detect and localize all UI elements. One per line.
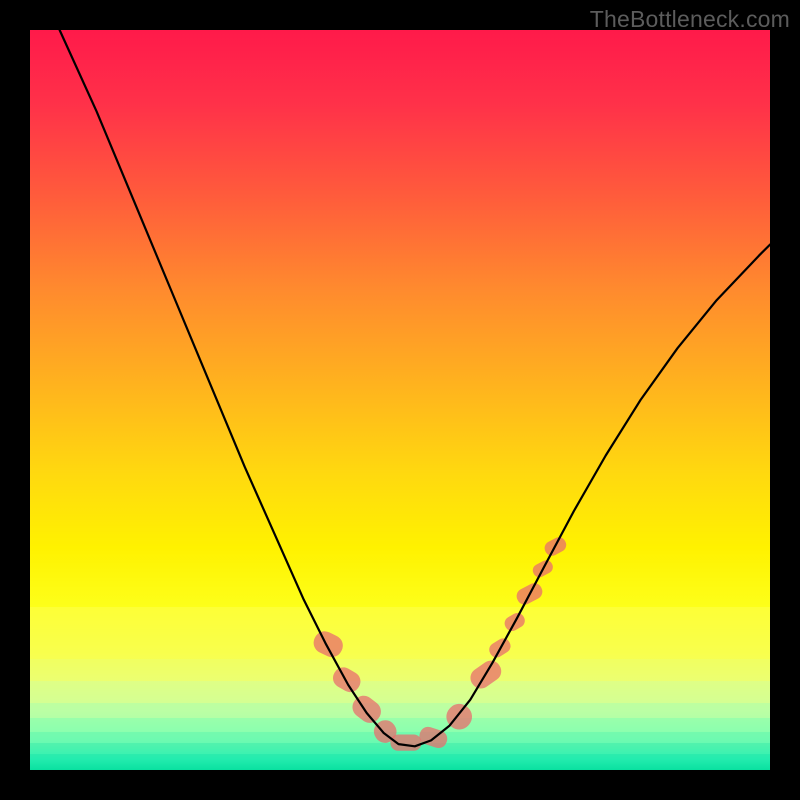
gradient-band	[30, 743, 770, 754]
gradient-band	[30, 754, 770, 770]
gradient-band	[30, 681, 770, 703]
gradient-band	[30, 732, 770, 743]
chart-outer-frame: TheBottleneck.com	[0, 0, 800, 800]
gradient-band	[30, 629, 770, 659]
gradient-band	[30, 607, 770, 629]
gradient-band	[30, 718, 770, 731]
gradient-band	[30, 703, 770, 718]
watermark-text: TheBottleneck.com	[590, 6, 790, 33]
plot-area	[30, 30, 770, 770]
gradient-band	[30, 659, 770, 681]
